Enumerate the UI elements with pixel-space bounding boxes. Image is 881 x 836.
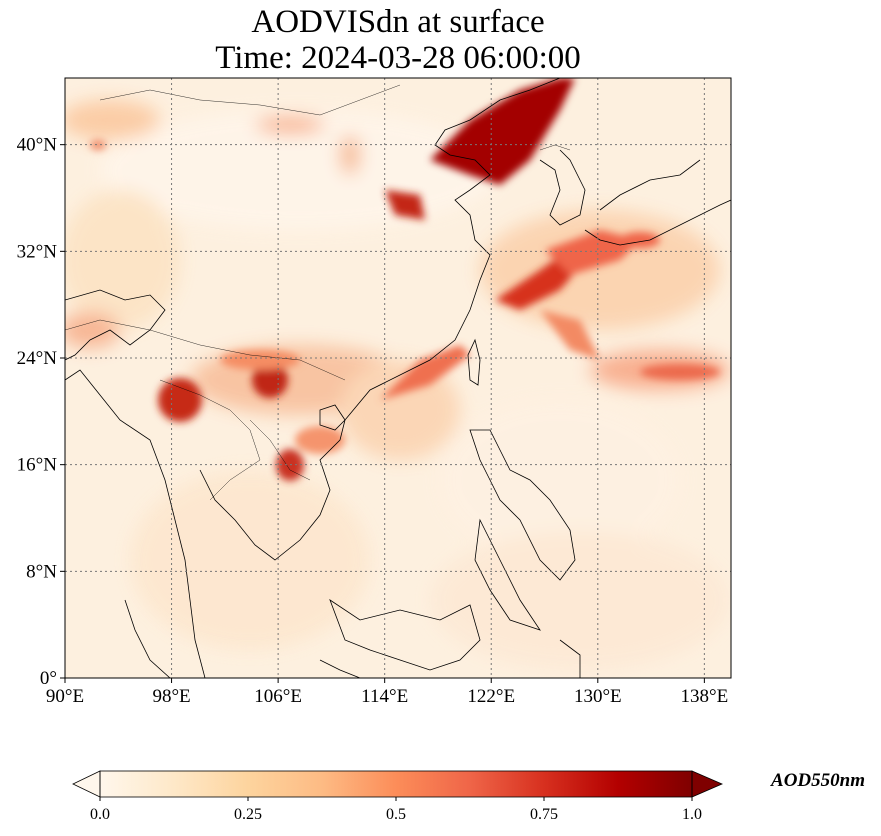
colorbar-gradient [100, 771, 692, 797]
colorbar-tick-label: 0.5 [386, 806, 406, 823]
lat-tick-label: 32°N [17, 241, 58, 262]
map-frame [64, 77, 732, 679]
lon-tick-label: 122°E [467, 686, 515, 707]
colorbar-extend-max [691, 770, 724, 798]
lon-tick-label: 98°E [152, 686, 190, 707]
map-title: AODVISdn at surface [251, 4, 545, 40]
lat-tick-label: 24°N [17, 348, 58, 369]
colorbar: 0.0 0.25 0.5 0.75 1.0 AOD550nm [72, 770, 865, 823]
country-borders [65, 84, 571, 501]
lon-tick-label: 138°E [681, 686, 729, 707]
colorbar-ticks: 0.0 0.25 0.5 0.75 1.0 [90, 797, 702, 823]
longitude-axis: 90°E 98°E 106°E 114°E 122°E 130°E 138°E [46, 678, 728, 707]
lat-tick-label: 0° [40, 668, 57, 689]
colorbar-tick-label: 0.0 [90, 806, 110, 823]
aod-field [65, 78, 731, 678]
map-subtitle-time: Time: 2024-03-28 06:00:00 [215, 40, 581, 76]
lon-tick-label: 106°E [254, 686, 302, 707]
lat-tick-label: 16°N [17, 455, 58, 476]
colorbar-extend-min [72, 770, 101, 798]
coastlines [65, 78, 731, 678]
colorbar-tick-label: 0.75 [530, 806, 558, 823]
gridlines [65, 78, 731, 678]
lon-tick-label: 130°E [574, 686, 622, 707]
colorbar-tick-label: 1.0 [682, 806, 702, 823]
colorbar-tick-label: 0.25 [234, 806, 262, 823]
colorbar-label: AOD550nm [770, 770, 865, 791]
latitude-axis: 0° 8°N 16°N 24°N 32°N 40°N [17, 135, 65, 689]
lon-tick-label: 90°E [46, 686, 84, 707]
lon-tick-label: 114°E [361, 686, 408, 707]
lat-tick-label: 8°N [26, 561, 57, 582]
lat-tick-label: 40°N [17, 135, 58, 156]
